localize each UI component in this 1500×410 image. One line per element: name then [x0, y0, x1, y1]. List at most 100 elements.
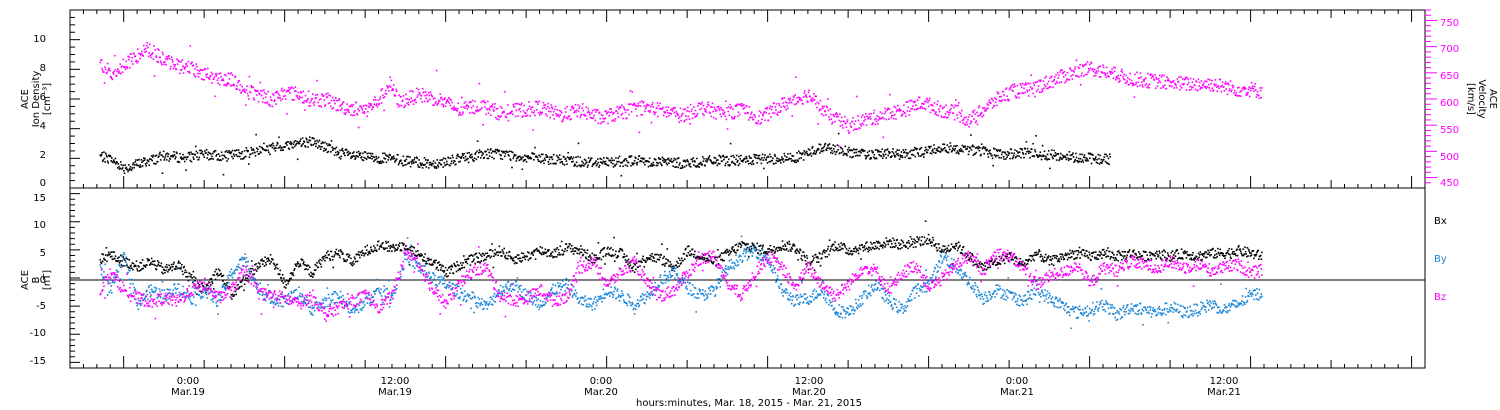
- bx-point: [314, 263, 316, 266]
- density-point: [1005, 153, 1008, 156]
- density-point: [323, 147, 326, 150]
- velocity-point: [869, 115, 871, 118]
- bx-point: [123, 257, 125, 260]
- density-point: [309, 139, 312, 142]
- bx-point: [393, 247, 396, 249]
- velocity-point: [1033, 84, 1036, 87]
- density-point: [620, 174, 623, 177]
- velocity-point: [317, 101, 320, 104]
- density-point: [693, 160, 696, 162]
- velocity-point: [737, 115, 739, 118]
- bx-point: [432, 263, 434, 266]
- density-point: [466, 152, 469, 154]
- density-point: [1064, 155, 1066, 157]
- bx-point: [545, 251, 548, 253]
- density-point: [337, 153, 339, 155]
- bx-point: [242, 278, 244, 280]
- density-point: [476, 150, 478, 153]
- density-point: [695, 166, 697, 168]
- density-point: [582, 162, 585, 164]
- density-point: [895, 151, 897, 153]
- velocity-point: [751, 116, 754, 119]
- velocity-point: [455, 107, 457, 110]
- density-point: [226, 151, 229, 154]
- velocity-point: [335, 97, 337, 99]
- velocity-point: [1219, 78, 1221, 81]
- velocity-point: [1047, 87, 1049, 89]
- velocity-point: [295, 90, 297, 92]
- velocity-point: [134, 55, 137, 57]
- bx-point: [222, 280, 224, 282]
- velocity-point: [666, 109, 668, 112]
- density-point: [641, 157, 644, 159]
- density-point: [461, 155, 463, 158]
- velocity-point: [1049, 77, 1051, 80]
- velocity-point: [903, 104, 905, 106]
- velocity-point: [531, 106, 534, 108]
- density-point: [243, 157, 245, 159]
- velocity-point: [432, 98, 435, 100]
- bx-point: [632, 269, 634, 272]
- velocity-point: [537, 103, 539, 105]
- velocity-point: [1113, 70, 1116, 73]
- velocity-point: [235, 88, 237, 90]
- velocity-point: [1136, 85, 1139, 88]
- velocity-point: [760, 111, 762, 114]
- velocity-point: [822, 114, 825, 117]
- density-point: [312, 137, 314, 139]
- velocity-point: [351, 114, 354, 117]
- density-point: [846, 148, 849, 151]
- bx-point: [694, 250, 696, 253]
- velocity-point: [1238, 95, 1241, 97]
- bx-point: [285, 284, 288, 286]
- velocity-point: [138, 53, 141, 55]
- bx-point: [543, 251, 546, 254]
- velocity-point: [439, 93, 441, 95]
- velocity-point: [335, 109, 338, 112]
- density-point: [482, 153, 484, 155]
- bx-point: [473, 258, 475, 260]
- velocity-point: [278, 94, 281, 97]
- velocity-point: [522, 115, 524, 117]
- velocity-point: [1110, 73, 1112, 75]
- velocity-point: [1023, 83, 1026, 86]
- bx-point: [242, 276, 245, 278]
- bx-point: [120, 254, 122, 257]
- bx-point: [357, 251, 360, 253]
- velocity-point: [1259, 87, 1261, 89]
- velocity-point: [1149, 74, 1151, 76]
- density-point: [418, 166, 421, 168]
- bx-point: [425, 260, 428, 263]
- density-point: [750, 163, 753, 166]
- bx-point: [683, 258, 686, 260]
- velocity-point: [415, 87, 418, 90]
- velocity-point: [553, 118, 556, 120]
- bx-point: [609, 248, 611, 250]
- density-point: [463, 157, 465, 159]
- density-point: [733, 156, 735, 159]
- velocity-point: [1230, 89, 1233, 92]
- velocity-point: [239, 89, 241, 91]
- velocity-point: [1201, 87, 1203, 89]
- bx-point: [651, 253, 653, 255]
- density-point: [638, 155, 641, 157]
- bx-point: [461, 266, 464, 269]
- velocity-point: [541, 111, 543, 114]
- density-point: [285, 142, 288, 144]
- bx-point: [421, 254, 423, 256]
- velocity-point: [286, 113, 288, 115]
- velocity-point: [831, 123, 833, 125]
- velocity-point: [431, 95, 434, 98]
- density-point: [939, 150, 942, 153]
- velocity-point: [822, 107, 824, 109]
- bx-point: [459, 262, 462, 264]
- velocity-point: [1049, 86, 1052, 88]
- velocity-point: [1173, 87, 1176, 89]
- velocity-point: [983, 106, 985, 109]
- bx-point: [547, 250, 550, 252]
- velocity-point: [868, 117, 870, 119]
- velocity-point: [216, 73, 218, 75]
- bx-point: [438, 261, 440, 263]
- density-point: [897, 153, 899, 155]
- velocity-point: [776, 113, 778, 115]
